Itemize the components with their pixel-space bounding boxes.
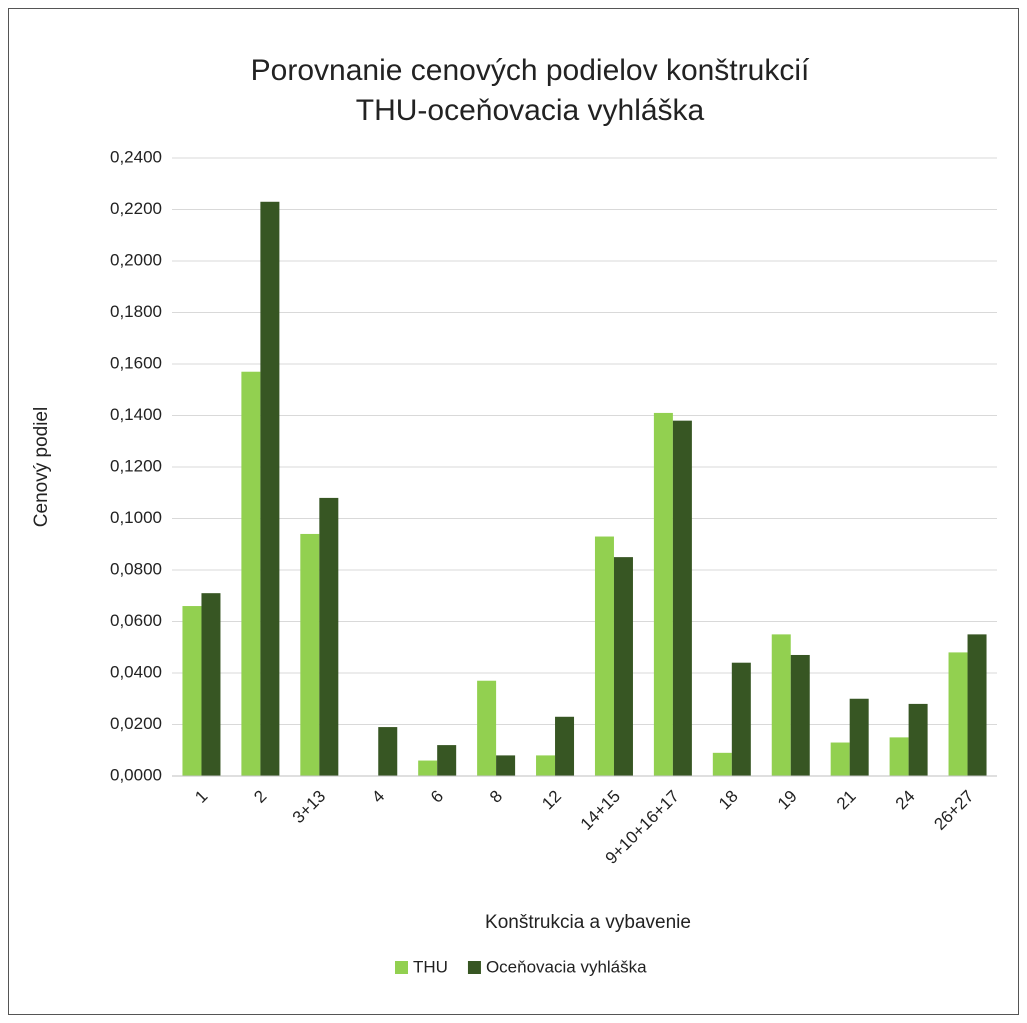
bar	[437, 745, 457, 776]
y-tick-label: 0,1600	[110, 353, 162, 372]
bar	[731, 662, 751, 776]
bar	[613, 557, 633, 776]
y-axis-title: Cenový podiel	[31, 407, 52, 527]
y-tick-label: 0,0200	[110, 714, 162, 733]
bar	[182, 606, 202, 776]
bar	[967, 634, 987, 776]
bar	[594, 536, 614, 776]
y-tick-label: 0,1800	[110, 302, 162, 321]
y-tick-label: 0,1400	[110, 405, 162, 424]
bar	[378, 727, 398, 776]
y-tick-label: 0,1000	[110, 508, 162, 527]
bar	[319, 497, 339, 776]
chart-title: THU-oceňovacia vyhláška	[356, 94, 705, 127]
chart-border	[8, 8, 1019, 1015]
bar	[790, 654, 810, 776]
chart-title: Porovnanie cenových podielov konštrukcií	[251, 54, 810, 87]
bar	[477, 680, 497, 776]
y-tick-label: 0,0400	[110, 662, 162, 681]
legend-label: THU	[413, 957, 448, 976]
y-tick-label: 0,0600	[110, 611, 162, 630]
bar	[496, 755, 516, 776]
y-tick-label: 0,2200	[110, 199, 162, 218]
bar	[653, 412, 673, 776]
bar	[948, 652, 968, 776]
bar	[418, 760, 438, 776]
y-tick-label: 0,0000	[110, 765, 162, 784]
bar	[260, 201, 280, 776]
legend-label: Oceňovacia vyhláška	[486, 957, 647, 976]
legend-swatch	[467, 961, 481, 974]
x-axis-title: Konštrukcia a vybavenie	[485, 912, 691, 933]
bar	[300, 533, 320, 776]
bar	[672, 420, 692, 776]
y-tick-label: 0,0800	[110, 559, 162, 578]
y-tick-label: 0,1200	[110, 456, 162, 475]
y-tick-label: 0,2000	[110, 250, 162, 269]
bar	[201, 593, 221, 776]
y-tick-label: 0,2400	[110, 147, 162, 166]
bar	[555, 716, 575, 776]
bar	[241, 371, 261, 776]
bar	[536, 755, 556, 776]
bar	[849, 698, 869, 776]
bar	[908, 703, 928, 776]
bar	[889, 737, 909, 776]
legend-swatch	[395, 961, 408, 974]
bar	[712, 752, 732, 776]
bar	[771, 634, 791, 776]
bar	[830, 742, 850, 776]
